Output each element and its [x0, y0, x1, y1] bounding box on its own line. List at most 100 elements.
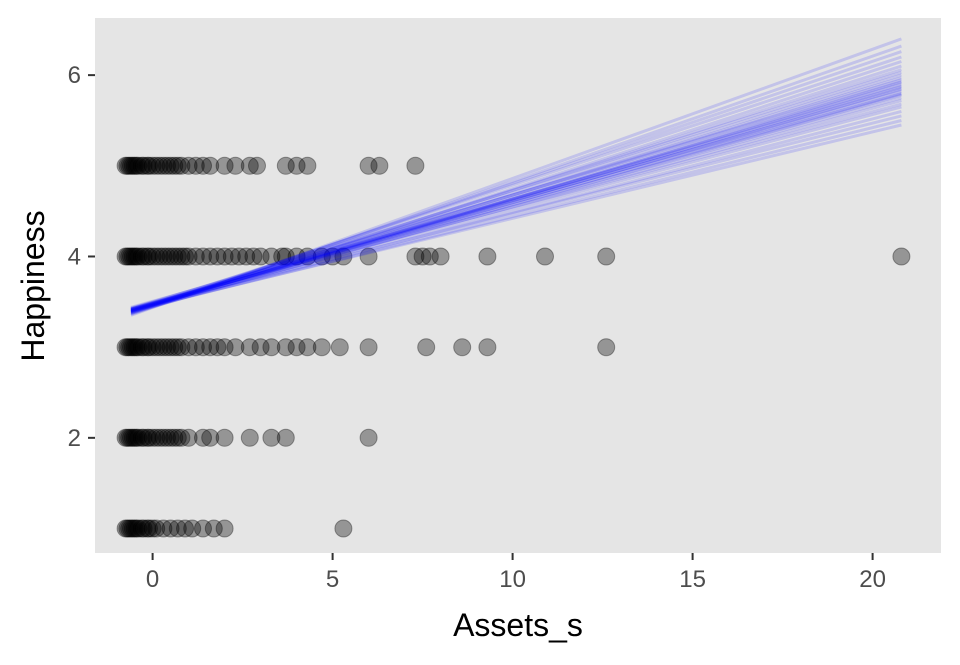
data-point — [118, 428, 137, 447]
data-point — [123, 247, 142, 266]
data-point — [179, 247, 198, 266]
data-point — [183, 519, 202, 538]
posterior-regression-line — [130, 92, 902, 311]
posterior-regression-line — [130, 84, 902, 313]
x-tick-label: 5 — [326, 566, 339, 593]
y-tick-label: 4 — [68, 243, 81, 270]
data-point — [158, 247, 176, 266]
posterior-regression-line — [130, 60, 902, 316]
posterior-regression-line — [130, 88, 902, 312]
data-point — [116, 247, 135, 266]
data-point — [312, 338, 331, 357]
posterior-regression-line — [130, 119, 902, 313]
data-point — [138, 428, 157, 447]
posterior-regression-line — [130, 37, 902, 317]
data-point — [359, 247, 378, 266]
data-point — [168, 338, 187, 357]
data-point — [237, 247, 256, 266]
posterior-regression-line — [130, 85, 902, 311]
data-point — [359, 428, 378, 447]
y-axis: 2 4 6 — [68, 62, 95, 452]
data-point — [134, 428, 153, 447]
data-point — [127, 428, 146, 447]
data-point — [140, 247, 158, 266]
data-point — [298, 338, 317, 357]
data-point — [298, 156, 317, 175]
posterior-regression-line — [130, 70, 902, 313]
data-point — [251, 338, 270, 357]
data-point — [158, 338, 176, 357]
data-point — [244, 247, 263, 266]
data-point — [129, 247, 148, 266]
data-point — [161, 156, 180, 175]
posterior-regression-line — [130, 44, 902, 316]
data-point — [116, 338, 135, 357]
data-point — [194, 428, 212, 447]
data-point — [132, 338, 151, 357]
data-point — [147, 156, 166, 175]
data-point — [276, 156, 295, 175]
data-point — [161, 519, 180, 538]
data-point — [413, 247, 432, 266]
data-point — [240, 428, 259, 447]
data-point — [118, 338, 137, 357]
data-point — [123, 428, 142, 447]
x-axis: 0 5 10 15 20 — [146, 553, 886, 593]
data-point — [138, 247, 157, 266]
data-point — [143, 519, 162, 538]
posterior-regression-line — [130, 89, 902, 309]
data-point — [287, 338, 306, 357]
x-tick-label: 20 — [859, 566, 886, 593]
data-point — [125, 247, 144, 266]
data-point — [118, 519, 137, 538]
data-point — [134, 156, 153, 175]
data-point — [276, 247, 295, 266]
data-point — [597, 247, 616, 266]
data-point — [120, 428, 139, 447]
data-point — [123, 519, 142, 538]
data-point — [417, 338, 436, 357]
data-point — [892, 247, 911, 266]
data-point — [132, 247, 151, 266]
data-point — [147, 519, 166, 538]
data-point — [120, 156, 139, 175]
data-point — [179, 338, 198, 357]
data-point — [453, 338, 472, 357]
posterior-regression-line — [130, 123, 902, 312]
posterior-regression-line — [130, 82, 902, 313]
posterior-regression-line — [130, 50, 902, 315]
data-point — [359, 156, 378, 175]
data-point — [176, 247, 194, 266]
posterior-regression-line — [130, 109, 902, 314]
data-point — [168, 519, 187, 538]
data-point — [215, 428, 234, 447]
x-tick-label: 0 — [146, 566, 159, 593]
data-point — [120, 519, 139, 538]
data-point — [158, 156, 176, 175]
posterior-regression-line — [130, 99, 902, 313]
data-point — [208, 338, 227, 357]
data-point — [143, 156, 162, 175]
data-point — [201, 338, 220, 357]
posterior-regression-line — [130, 102, 902, 310]
data-point — [262, 247, 281, 266]
x-tick-label: 15 — [679, 566, 706, 593]
data-point — [179, 428, 198, 447]
data-point — [179, 156, 198, 175]
data-point — [161, 247, 180, 266]
data-point — [194, 338, 212, 357]
data-point — [273, 247, 292, 266]
data-point — [118, 247, 137, 266]
data-point — [536, 247, 554, 266]
data-point — [251, 247, 270, 266]
data-point — [132, 156, 151, 175]
data-point — [370, 156, 389, 175]
posterior-regression-line — [130, 73, 902, 315]
posterior-regression-line — [130, 91, 902, 312]
points-layer — [116, 156, 911, 538]
data-point — [132, 428, 151, 447]
data-point — [127, 247, 146, 266]
data-point — [431, 247, 450, 266]
posterior-regression-line — [130, 76, 902, 312]
